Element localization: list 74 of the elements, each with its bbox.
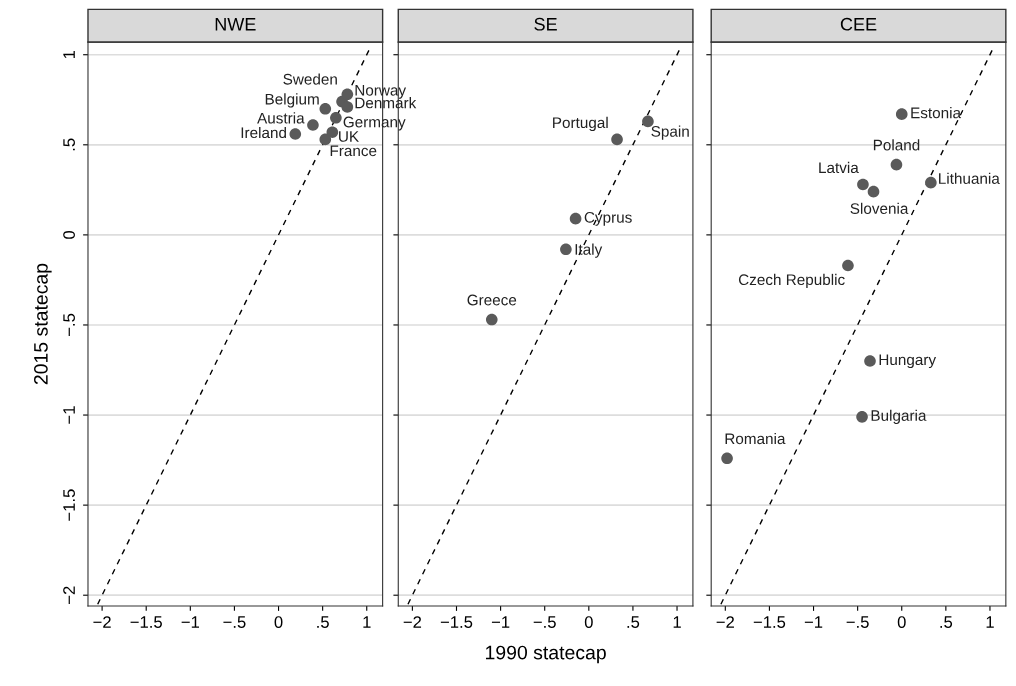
- x-tick-label: −1: [491, 616, 510, 628]
- point: [857, 178, 869, 191]
- x-tick-label: −2: [716, 616, 734, 628]
- y-tick-label: .5: [63, 138, 75, 151]
- point: [856, 411, 868, 423]
- chart-title: NWE: [215, 18, 256, 31]
- point: [560, 243, 572, 256]
- point: [319, 133, 332, 146]
- point: [485, 313, 498, 326]
- x-tick-label: −2: [93, 616, 111, 628]
- data-label: Bulgaria: [871, 409, 927, 424]
- y-tick-label: −1: [63, 406, 75, 424]
- y-tick-label: −2: [63, 586, 75, 604]
- data-label: Slovenia: [850, 202, 909, 214]
- x-tick-label: −.5: [223, 616, 246, 628]
- x-tick-label: −.5: [846, 616, 869, 628]
- x-tick-label: .5: [627, 616, 640, 628]
- x-tick-label: −.5: [533, 616, 556, 628]
- data-label: France: [330, 145, 377, 157]
- x-tick-label: 1: [986, 616, 994, 628]
- point: [895, 108, 908, 120]
- y-tick-label: 0: [63, 230, 75, 239]
- point: [611, 133, 623, 146]
- y-tick-label: −.5: [63, 313, 75, 336]
- point: [925, 176, 937, 189]
- point: [330, 111, 342, 124]
- x-tick-label: −1.5: [440, 616, 473, 628]
- data-label: Poland: [873, 139, 920, 151]
- point: [341, 88, 354, 101]
- point: [319, 102, 332, 115]
- x-tick-label: −2: [403, 616, 422, 628]
- data-label: Czech Republic: [738, 273, 845, 289]
- point: [864, 355, 876, 367]
- data-label: Estonia: [911, 107, 962, 119]
- data-label: Ireland: [241, 126, 286, 139]
- x-tick-label: −1.5: [753, 616, 786, 628]
- x-tick-label: .5: [317, 616, 329, 628]
- x-tick-label: −1: [181, 616, 199, 628]
- point: [289, 128, 302, 140]
- data-label: Portugal: [553, 116, 608, 132]
- x-tick-label: 0: [274, 616, 283, 628]
- point: [569, 212, 582, 225]
- point: [326, 126, 339, 139]
- y-axis-title: 2015 statecap: [34, 263, 52, 385]
- x-tick-label: 0: [584, 616, 593, 628]
- data-label: Hungary: [879, 354, 937, 369]
- data-label: Austria: [257, 112, 305, 124]
- data-label: Greece: [467, 294, 517, 306]
- x-tick-label: .5: [940, 616, 953, 628]
- data-label: UK: [339, 131, 359, 142]
- point: [867, 185, 880, 198]
- point: [307, 119, 319, 131]
- chart-title: CEE: [840, 17, 877, 31]
- point: [890, 158, 903, 171]
- point: [341, 101, 354, 113]
- point: [842, 259, 854, 272]
- data-label: Belgium: [265, 93, 319, 108]
- data-label: Romania: [725, 432, 786, 445]
- data-label: Sweden: [283, 73, 337, 85]
- data-label: Spain: [651, 125, 689, 140]
- x-tick-label: 0: [897, 616, 906, 628]
- data-label: Cyprus: [584, 211, 632, 226]
- chart-title: SE: [534, 17, 557, 31]
- point: [721, 452, 733, 465]
- x-axis-title: 1990 statecap: [486, 645, 606, 664]
- x-tick-label: −1: [804, 616, 823, 628]
- y-tick-label: −1.5: [63, 489, 75, 521]
- y-tick-label: 1: [63, 50, 75, 59]
- x-tick-label: 1: [363, 616, 371, 628]
- data-label: Latvia: [819, 161, 859, 174]
- data-label: Italy: [575, 243, 603, 258]
- data-label: Lithuania: [939, 172, 1000, 184]
- x-tick-label: 1: [673, 616, 681, 628]
- x-tick-label: −1.5: [130, 616, 162, 628]
